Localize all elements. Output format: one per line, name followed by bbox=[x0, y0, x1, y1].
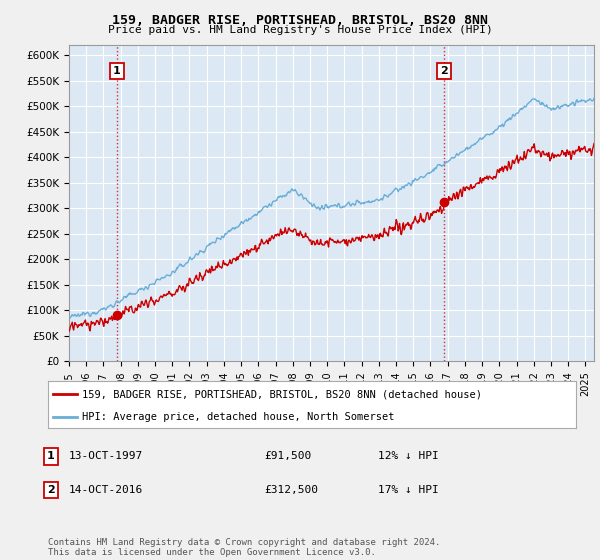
Text: £312,500: £312,500 bbox=[264, 485, 318, 495]
Text: 1: 1 bbox=[113, 66, 121, 76]
Text: Contains HM Land Registry data © Crown copyright and database right 2024.
This d: Contains HM Land Registry data © Crown c… bbox=[48, 538, 440, 557]
Text: 13-OCT-1997: 13-OCT-1997 bbox=[69, 451, 143, 461]
Text: 1: 1 bbox=[47, 451, 55, 461]
Text: 2: 2 bbox=[47, 485, 55, 495]
Text: Price paid vs. HM Land Registry's House Price Index (HPI): Price paid vs. HM Land Registry's House … bbox=[107, 25, 493, 35]
Text: 14-OCT-2016: 14-OCT-2016 bbox=[69, 485, 143, 495]
Text: 17% ↓ HPI: 17% ↓ HPI bbox=[378, 485, 439, 495]
Text: £91,500: £91,500 bbox=[264, 451, 311, 461]
Text: 159, BADGER RISE, PORTISHEAD, BRISTOL, BS20 8NN: 159, BADGER RISE, PORTISHEAD, BRISTOL, B… bbox=[112, 14, 488, 27]
Text: 2: 2 bbox=[440, 66, 448, 76]
Text: 159, BADGER RISE, PORTISHEAD, BRISTOL, BS20 8NN (detached house): 159, BADGER RISE, PORTISHEAD, BRISTOL, B… bbox=[82, 389, 482, 399]
Text: HPI: Average price, detached house, North Somerset: HPI: Average price, detached house, Nort… bbox=[82, 412, 395, 422]
Text: 12% ↓ HPI: 12% ↓ HPI bbox=[378, 451, 439, 461]
